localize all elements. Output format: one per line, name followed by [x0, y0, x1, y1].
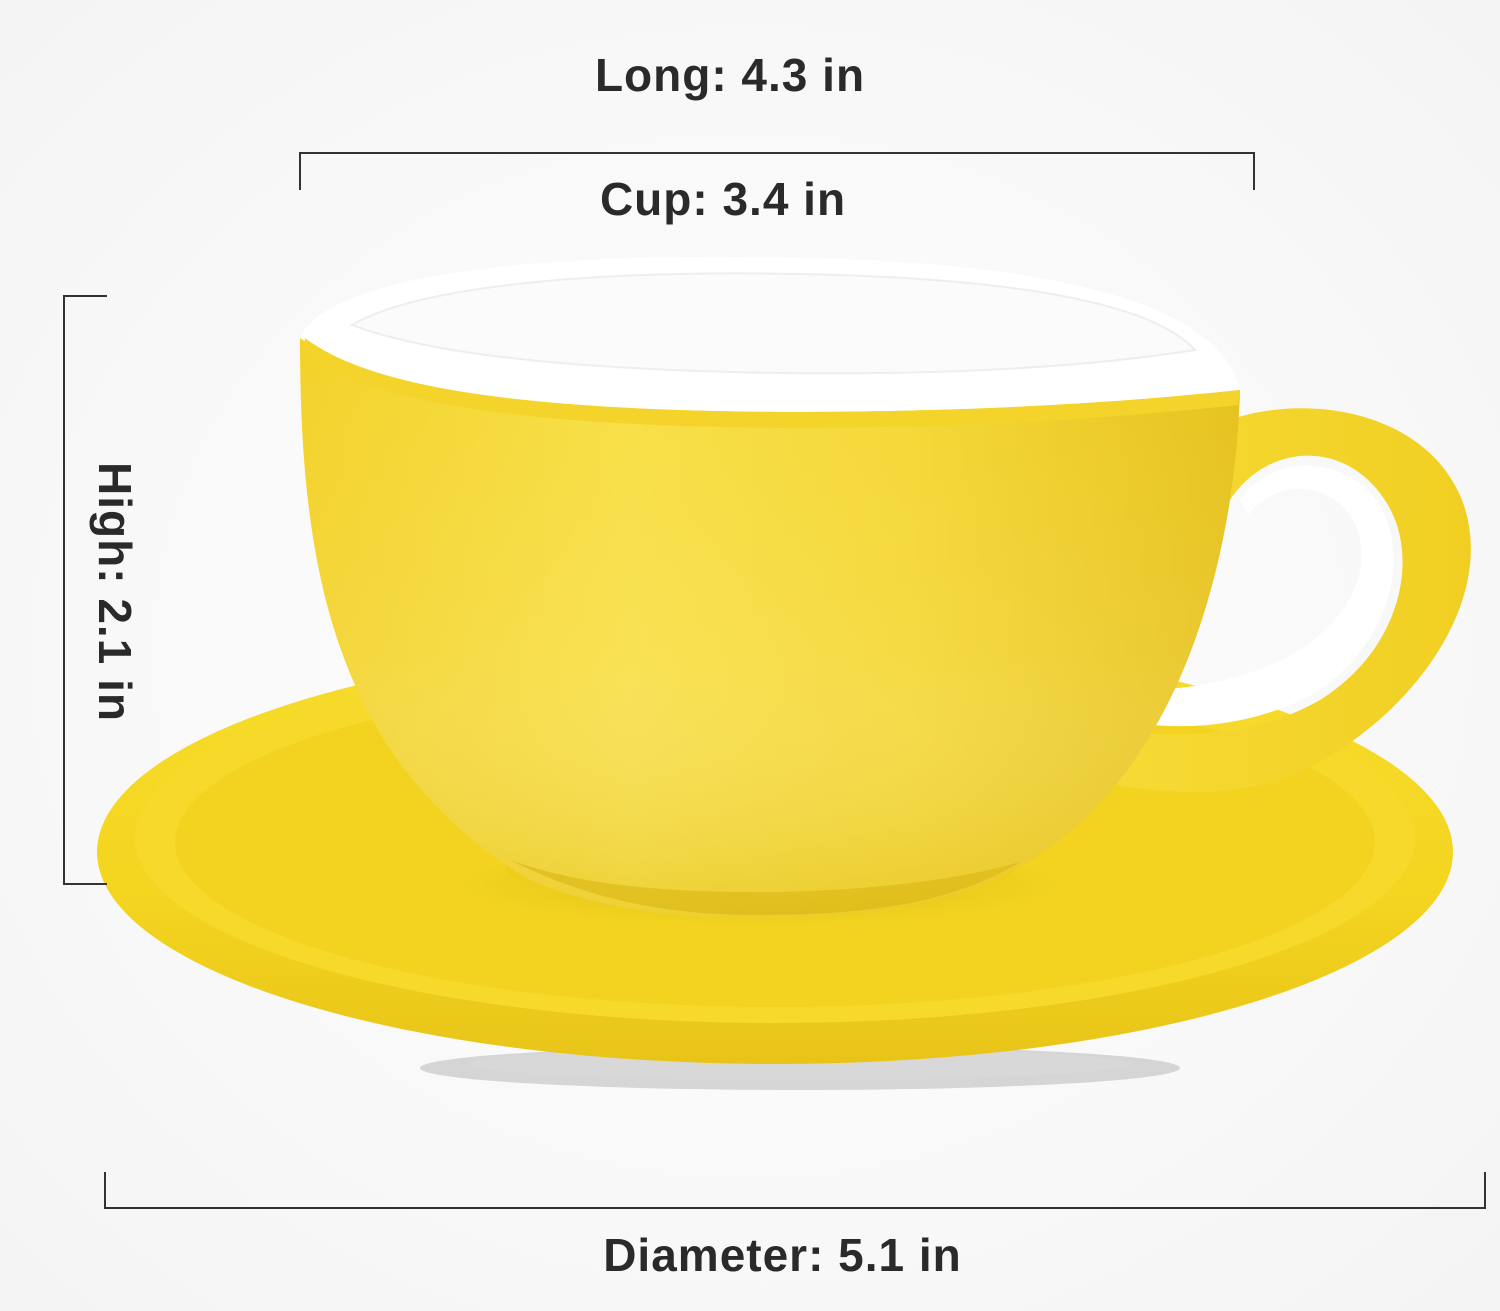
cup-handle-hole	[1130, 465, 1394, 727]
height-bracket	[63, 295, 107, 885]
diameter-bracket	[104, 1172, 1486, 1209]
cup-glaze-edge	[303, 338, 1240, 428]
cup-body-shading	[300, 338, 1240, 918]
long-dimension-label: Long: 4.3 in	[594, 49, 866, 101]
cup-handle	[1100, 408, 1471, 792]
height-dimension-label: High: 2.1 in	[89, 462, 141, 722]
cup-width-bracket	[299, 152, 1255, 190]
cup-interior	[349, 272, 1197, 375]
cup-dimension-label: Cup: 3.4 in	[599, 173, 847, 225]
cup-base-shadow	[510, 860, 1020, 915]
diameter-dimension-label: Diameter: 5.1 in	[603, 1229, 962, 1281]
